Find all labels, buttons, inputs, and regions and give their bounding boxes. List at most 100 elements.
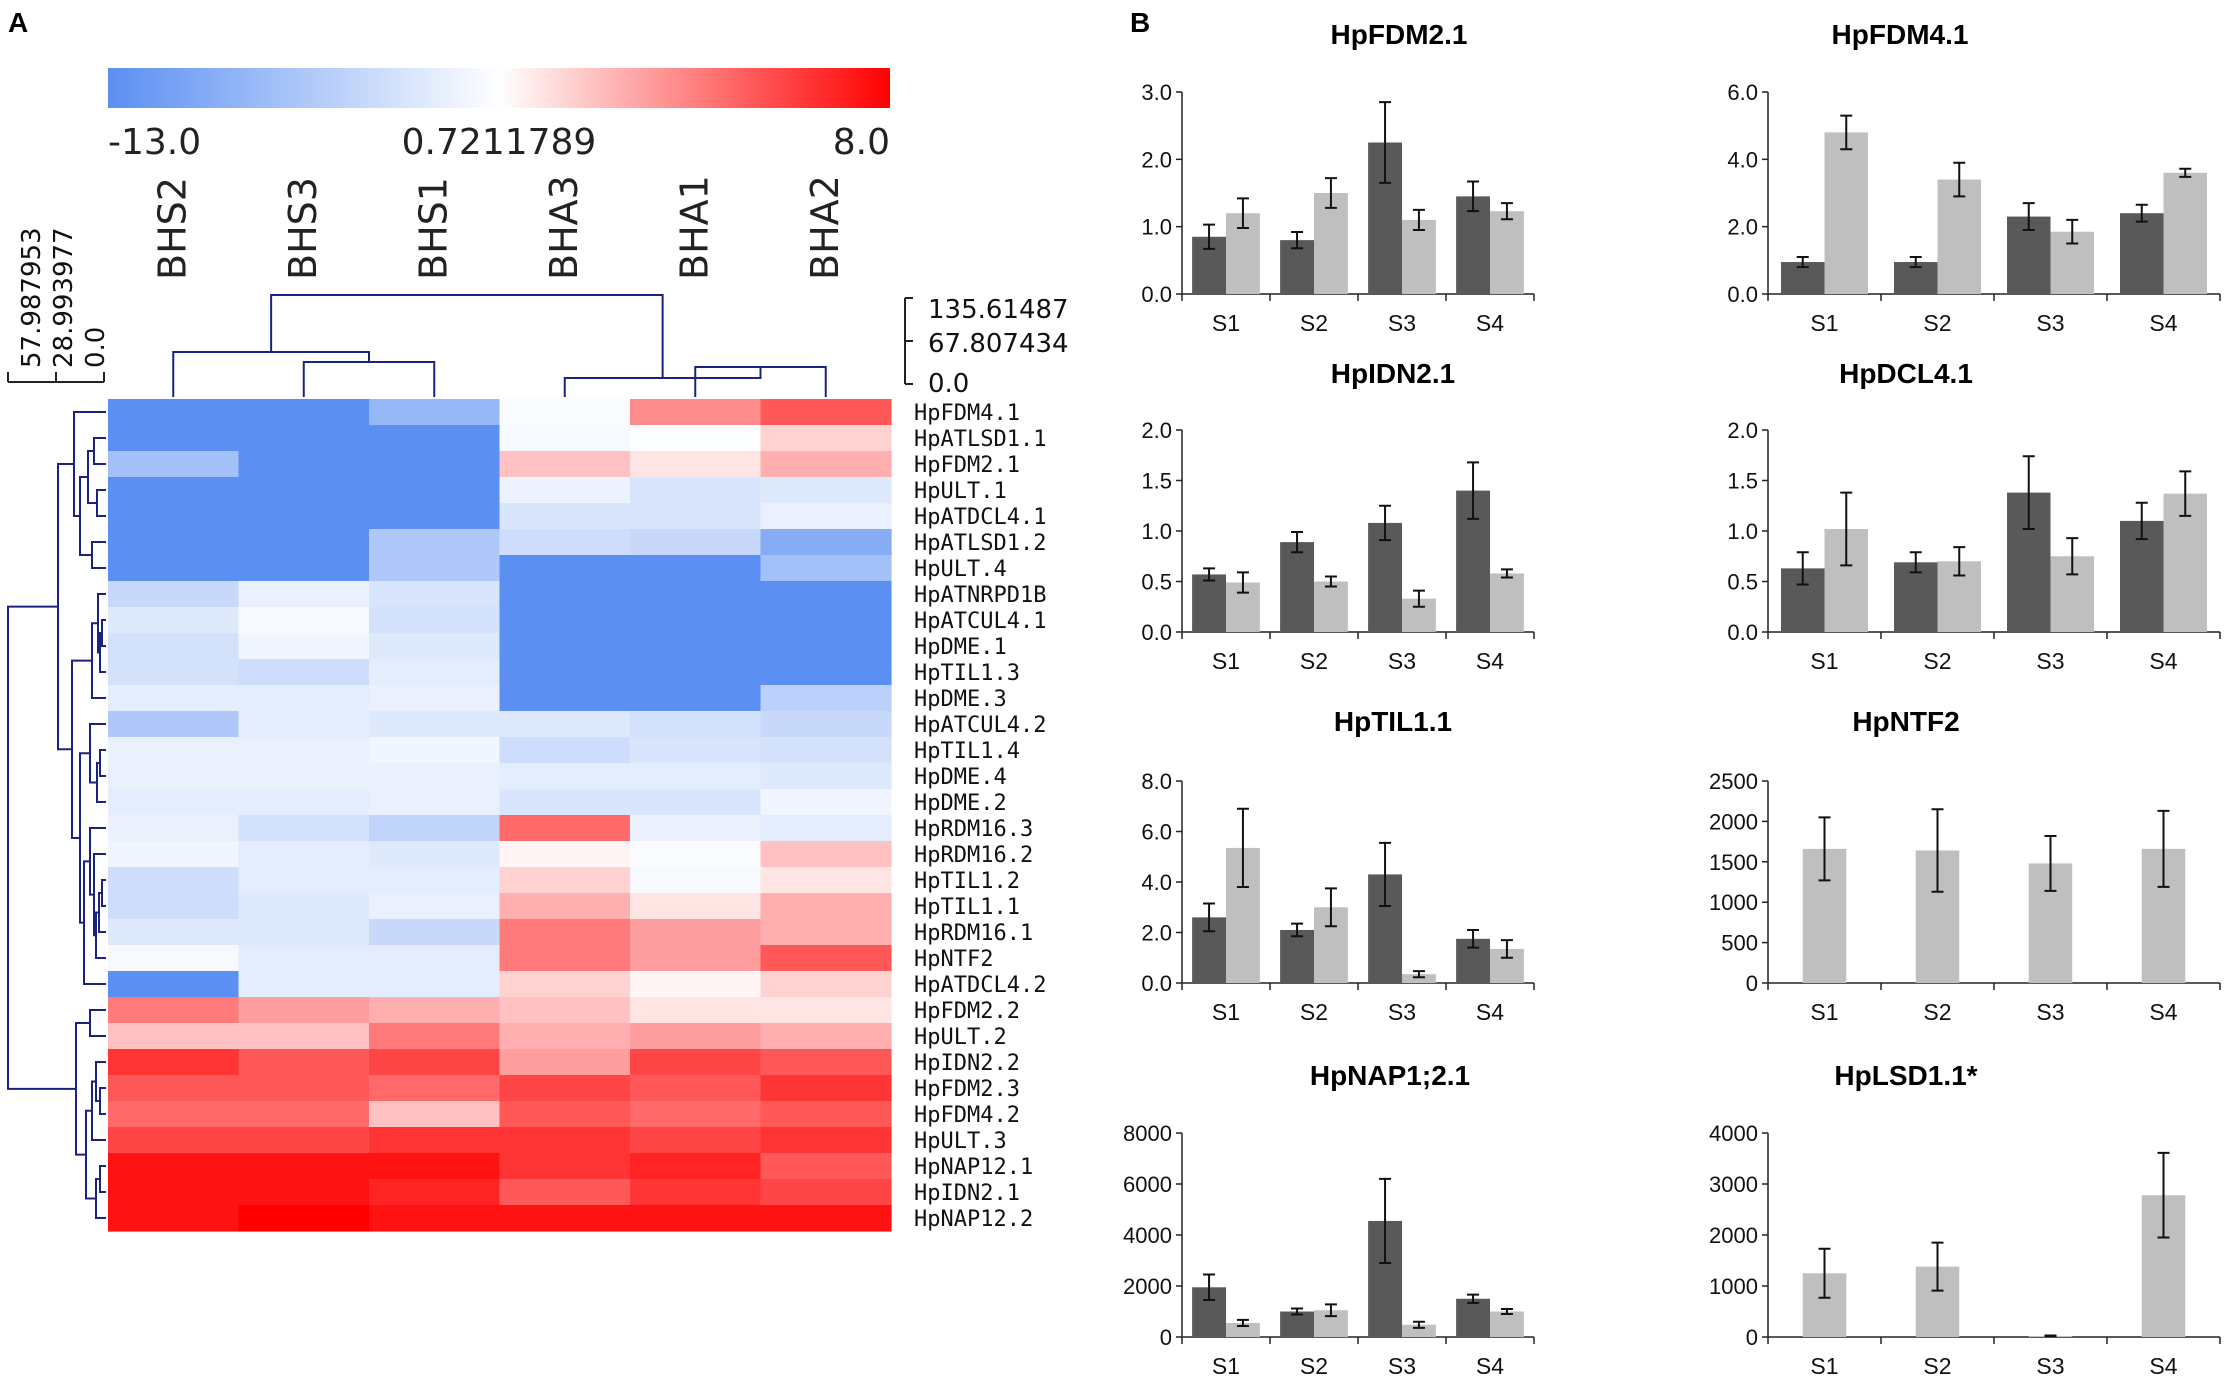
row-label-hprdm16-3: HpRDM16.3 — [914, 817, 1033, 842]
heatmap-cell-hpatcul4-1-bha1 — [630, 607, 762, 634]
heatmap-cell-hptil1-4-bhs2 — [108, 737, 240, 764]
error-bar-series1-s1 — [1796, 551, 1809, 586]
heatmap-cell-hpfdm4-2-bha2 — [760, 1101, 892, 1128]
bar-series2-s2 — [1314, 581, 1348, 632]
heatmap-cell-hptil1-3-bhs1 — [369, 659, 501, 686]
error-bar-series2-s3 — [1412, 970, 1425, 979]
heatmap-cell-hpidn2-1-bha2 — [760, 1179, 892, 1206]
heatmap-cell-hpfdm2-3-bhs1 — [369, 1075, 501, 1102]
error-bar-series1-s1 — [1203, 1273, 1216, 1302]
heatmap-cell-hprdm16-2-bhs2 — [108, 841, 240, 868]
heatmap-cell-hpatlsd1-2-bhs2 — [108, 529, 240, 556]
heatmap-cell-hptil1-2-bha1 — [630, 867, 762, 894]
heatmap-cell-hpfdm2-1-bhs1 — [369, 451, 501, 478]
heatmap-cell-hpatcul4-2-bha3 — [499, 711, 631, 738]
heatmap-cell-hpfdm4-1-bhs2 — [108, 399, 240, 426]
dendrogram-branch — [96, 489, 106, 517]
error-bar-series1-s3 — [1379, 504, 1392, 542]
heatmap-cell-hpidn2-2-bha2 — [760, 1049, 892, 1076]
heatmap-cell-hpidn2-2-bha1 — [630, 1049, 762, 1076]
x-category-label: S4 — [2149, 648, 2177, 674]
y-tick-label: 6.0 — [1141, 820, 1172, 845]
x-category-label: S2 — [1300, 648, 1328, 674]
y-tick-label: 0 — [1746, 971, 1758, 996]
heatmap-cell-hpatdcl4-2-bhs3 — [238, 971, 370, 998]
heatmap-cell-hpatlsd1-2-bhs3 — [238, 529, 370, 556]
heatmap-cell-hpult-4-bha1 — [630, 555, 762, 582]
y-tick-label: 6.0 — [1727, 80, 1758, 105]
error-bar-series1-s1 — [1203, 567, 1216, 582]
error-bar-series1-s4 — [1467, 928, 1480, 949]
error-bar-series1-s4 — [2135, 203, 2148, 223]
heatmap-cell-hptil1-4-bhs3 — [238, 737, 370, 764]
y-tick-label: 0.0 — [1727, 620, 1758, 645]
row-label-hptil1-3: HpTIL1.3 — [914, 661, 1020, 686]
x-category-label: S2 — [1923, 648, 1951, 674]
heatmap-cell-hpatnrpd1b-bhs2 — [108, 581, 240, 608]
heatmap-cell-hprdm16-2-bha2 — [760, 841, 892, 868]
heatmap-cell-hpult-4-bha3 — [499, 555, 631, 582]
heatmap-cell-hpfdm2-1-bha1 — [630, 451, 762, 478]
error-bar-series1-s4 — [1467, 461, 1480, 520]
heatmap-cell-hptil1-3-bha2 — [760, 659, 892, 686]
error-bar-series2-s1 — [1236, 197, 1249, 230]
error-bar-series1-s2 — [1291, 531, 1304, 554]
heatmap-cell-hptil1-2-bha2 — [760, 867, 892, 894]
heatmap-cell-hpult-2-bha3 — [499, 1023, 631, 1050]
y-tick-label: 1000 — [1709, 890, 1758, 915]
row-label-hpatlsd1-2: HpATLSD1.2 — [914, 531, 1046, 556]
heatmap-cell-hpdme-4-bha3 — [499, 763, 631, 790]
y-tick-label: 4000 — [1123, 1223, 1172, 1248]
y-tick-label: 4.0 — [1727, 147, 1758, 172]
col-scale-top: 135.61487 — [928, 295, 1069, 325]
y-tick-label: 2.0 — [1727, 418, 1758, 443]
heatmap-cell-hprdm16-2-bhs1 — [369, 841, 501, 868]
heatmap-cell-hpatlsd1-1-bhs1 — [369, 425, 501, 452]
heatmap-cell-hpnap12-2-bhs1 — [369, 1205, 501, 1232]
error-bar-series2-s1 — [1818, 816, 1831, 882]
heatmap-cell-hpult-1-bha3 — [499, 477, 631, 504]
heatmap-cell-hpdme-3-bhs2 — [108, 685, 240, 712]
bar-chart-hpntf2: HpNTF2 0 500 1000 1500 2000 2500 S1 S2 S3 S4 — [1709, 706, 2221, 1025]
dendrogram-branch — [99, 1165, 106, 1193]
y-tick-label: 4000 — [1709, 1121, 1758, 1146]
heatmap-cell-hpatlsd1-1-bha3 — [499, 425, 631, 452]
dendrogram-branch — [75, 1022, 90, 1156]
y-tick-label: 8.0 — [1141, 769, 1172, 794]
row-label-hpfdm2-3: HpFDM2.3 — [914, 1077, 1020, 1102]
row-label-hpidn2-1: HpIDN2.1 — [914, 1181, 1020, 1206]
dendrogram-branch — [93, 437, 106, 465]
heatmap-cell-hpatdcl4-1-bhs1 — [369, 503, 501, 530]
error-bar-series2-s2 — [1953, 161, 1966, 198]
heatmap-cell-hpnap12-2-bha1 — [630, 1205, 762, 1232]
bar-series1-s4 — [1456, 196, 1490, 294]
heatmap-cell-hpatlsd1-1-bhs3 — [238, 425, 370, 452]
heatmap-cell-hpntf2-bha2 — [760, 945, 892, 972]
colorbar — [108, 68, 890, 108]
y-tick-label: 2000 — [1709, 1223, 1758, 1248]
row-label-hpult-2: HpULT.2 — [914, 1025, 1007, 1050]
y-tick-label: 1.0 — [1141, 519, 1172, 544]
chart-title: HpTIL1.1 — [1334, 706, 1452, 737]
heatmap-cell-hpfdm2-3-bhs3 — [238, 1075, 370, 1102]
y-tick-label: 0.0 — [1141, 620, 1172, 645]
heatmap-cell-hpfdm2-1-bha2 — [760, 451, 892, 478]
heatmap-cell-hpntf2-bhs3 — [238, 945, 370, 972]
x-category-label: S2 — [1923, 310, 1951, 336]
error-bar-series2-s4 — [2179, 167, 2192, 178]
bar-series2-s3 — [1402, 974, 1436, 983]
dendrogram-branch — [91, 541, 106, 569]
y-tick-label: 1.0 — [1727, 519, 1758, 544]
row-label-hpatdcl4-2: HpATDCL4.2 — [914, 973, 1046, 998]
colorbar-min-label: -13.0 — [108, 122, 201, 163]
dendrogram-branch — [89, 827, 106, 896]
heatmap-cell-hpult-3-bhs3 — [238, 1127, 370, 1154]
heatmap-cell-hpdme-3-bha1 — [630, 685, 762, 712]
error-bar-series2-s4 — [2157, 809, 2170, 888]
dendrogram-branch — [89, 1009, 106, 1037]
row-label-hptil1-1: HpTIL1.1 — [914, 895, 1020, 920]
y-tick-label: 2000 — [1123, 1274, 1172, 1299]
row-label-hpult-3: HpULT.3 — [914, 1129, 1007, 1154]
heatmap-cell-hpatdcl4-2-bha2 — [760, 971, 892, 998]
heatmap-cell-hpidn2-2-bhs2 — [108, 1049, 240, 1076]
